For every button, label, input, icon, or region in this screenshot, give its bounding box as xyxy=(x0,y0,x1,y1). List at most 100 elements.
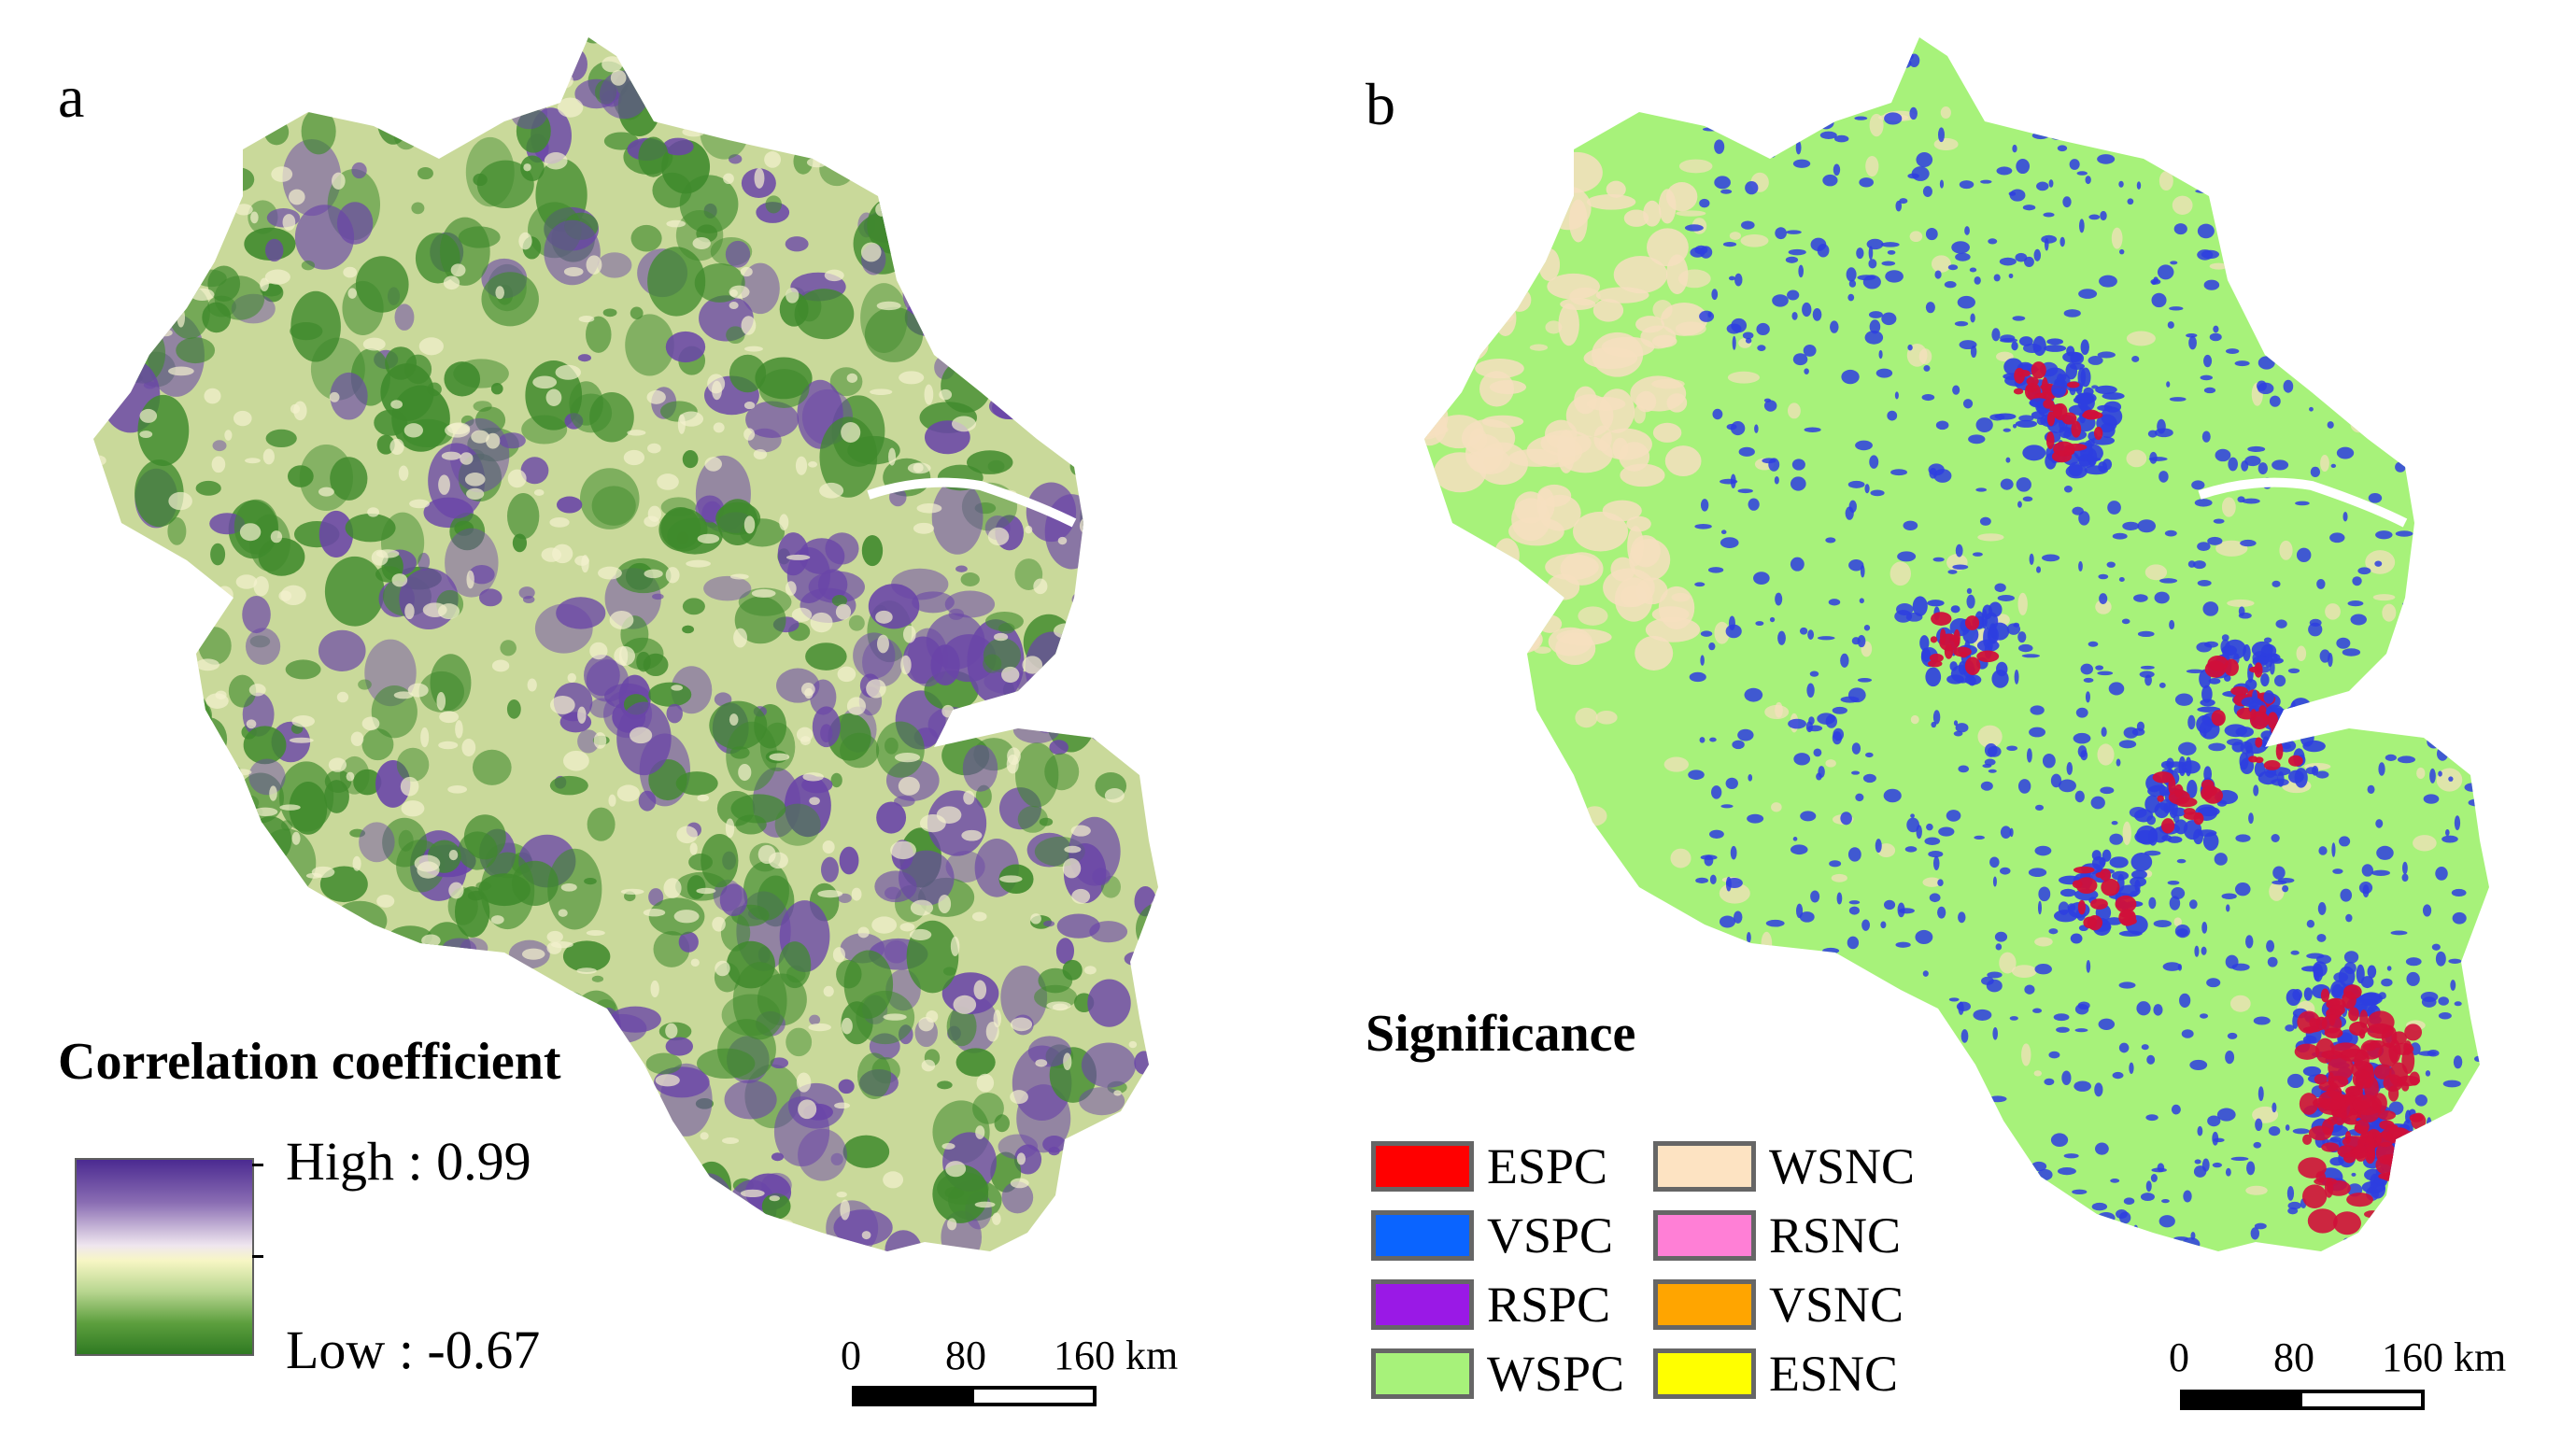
map-patch xyxy=(726,326,745,345)
map-patch xyxy=(2300,713,2309,731)
map-patch xyxy=(1022,656,1043,674)
map-patch xyxy=(1938,826,1955,837)
map-patch xyxy=(2110,1179,2120,1183)
map-patch xyxy=(1456,299,1486,317)
map-patch xyxy=(2033,248,2042,261)
map-patch xyxy=(805,37,857,78)
map-patch xyxy=(1097,406,1111,423)
map-patch xyxy=(1865,1028,1875,1034)
map-patch xyxy=(577,706,587,724)
map-patch xyxy=(1633,404,1646,424)
map-patch xyxy=(2130,853,2153,872)
map-patch xyxy=(1694,523,1712,529)
map-patch xyxy=(1975,487,1988,492)
map-patch xyxy=(1918,348,1932,365)
map-patch xyxy=(1864,1122,1876,1127)
map-patch xyxy=(2253,784,2259,797)
scale-bar-segment-white xyxy=(974,1390,1093,1403)
map-patch xyxy=(2153,920,2172,927)
map-patch xyxy=(771,1152,785,1162)
map-patch xyxy=(598,1069,621,1102)
map-patch xyxy=(2321,1142,2340,1152)
map-patch xyxy=(520,457,549,485)
map-patch xyxy=(1790,844,1808,855)
map-patch xyxy=(2078,289,2098,299)
map-patch xyxy=(1745,337,1752,344)
map-patch xyxy=(1787,289,1800,301)
map-patch xyxy=(1111,482,1150,521)
map-patch xyxy=(2034,804,2045,811)
map-patch xyxy=(769,1195,781,1202)
map-patch xyxy=(658,508,708,552)
map-patch xyxy=(1870,489,1885,497)
map-patch xyxy=(560,882,577,892)
map-patch xyxy=(1868,311,1883,318)
map-patch xyxy=(93,182,133,203)
map-patch xyxy=(2446,263,2456,273)
map-patch xyxy=(838,893,852,904)
map-patch xyxy=(941,704,955,718)
map-patch xyxy=(1508,516,1564,546)
map-patch xyxy=(899,85,955,147)
map-patch xyxy=(1697,960,1712,972)
map-patch xyxy=(810,612,833,633)
map-patch xyxy=(577,729,600,754)
map-patch xyxy=(486,432,501,449)
map-patch xyxy=(1544,419,1578,449)
map-patch xyxy=(460,983,473,1001)
map-patch xyxy=(2478,242,2489,250)
map-patch xyxy=(527,678,537,692)
significance-legend-item-vsnc: VSNC xyxy=(1653,1276,1904,1334)
map-patch xyxy=(216,586,234,604)
map-patch xyxy=(924,384,934,405)
map-patch xyxy=(2161,1198,2170,1204)
map-patch xyxy=(1451,592,1501,611)
map-patch xyxy=(2423,794,2440,804)
map-patch xyxy=(1117,473,1135,483)
map-patch xyxy=(2145,1114,2158,1122)
map-patch xyxy=(770,1057,789,1069)
map-patch xyxy=(134,459,184,528)
map-patch xyxy=(2383,1197,2411,1216)
map-patch xyxy=(1854,116,1868,120)
map-patch xyxy=(610,69,627,86)
map-patch xyxy=(2162,962,2182,971)
map-patch xyxy=(1000,965,1048,1029)
map-patch xyxy=(2036,566,2042,573)
map-patch xyxy=(2358,882,2373,895)
map-patch xyxy=(2016,159,2031,175)
map-patch xyxy=(435,98,457,119)
map-patch xyxy=(2015,252,2028,262)
map-patch xyxy=(2069,159,2080,170)
map-patch xyxy=(167,626,192,643)
map-patch xyxy=(1948,635,1960,642)
map-patch xyxy=(455,720,463,739)
map-patch xyxy=(1424,296,1449,319)
map-patch xyxy=(470,46,483,58)
map-patch xyxy=(701,834,739,888)
legend-label: ESPC xyxy=(1487,1138,1608,1194)
map-patch xyxy=(1991,328,2001,342)
map-patch xyxy=(2495,343,2499,348)
map-patch xyxy=(1859,598,1864,604)
map-patch xyxy=(597,252,632,278)
map-patch xyxy=(2393,344,2401,355)
map-patch xyxy=(1098,38,1148,98)
map-patch xyxy=(1137,1135,1158,1179)
map-patch xyxy=(1010,1090,1028,1105)
map-patch xyxy=(2258,78,2277,92)
map-patch xyxy=(2309,406,2314,412)
map-patch xyxy=(1489,379,1527,395)
map-patch xyxy=(1782,1120,1789,1126)
map-patch xyxy=(831,595,848,607)
map-patch xyxy=(2419,288,2427,299)
map-patch xyxy=(1747,813,1764,824)
map-patch xyxy=(1043,920,1055,927)
map-patch xyxy=(1989,856,2000,868)
map-patch xyxy=(264,269,290,285)
map-patch xyxy=(1129,201,1158,242)
map-patch xyxy=(1937,879,1944,887)
map-patch xyxy=(2194,499,2213,507)
map-patch xyxy=(1946,674,1964,685)
map-patch xyxy=(187,960,210,970)
